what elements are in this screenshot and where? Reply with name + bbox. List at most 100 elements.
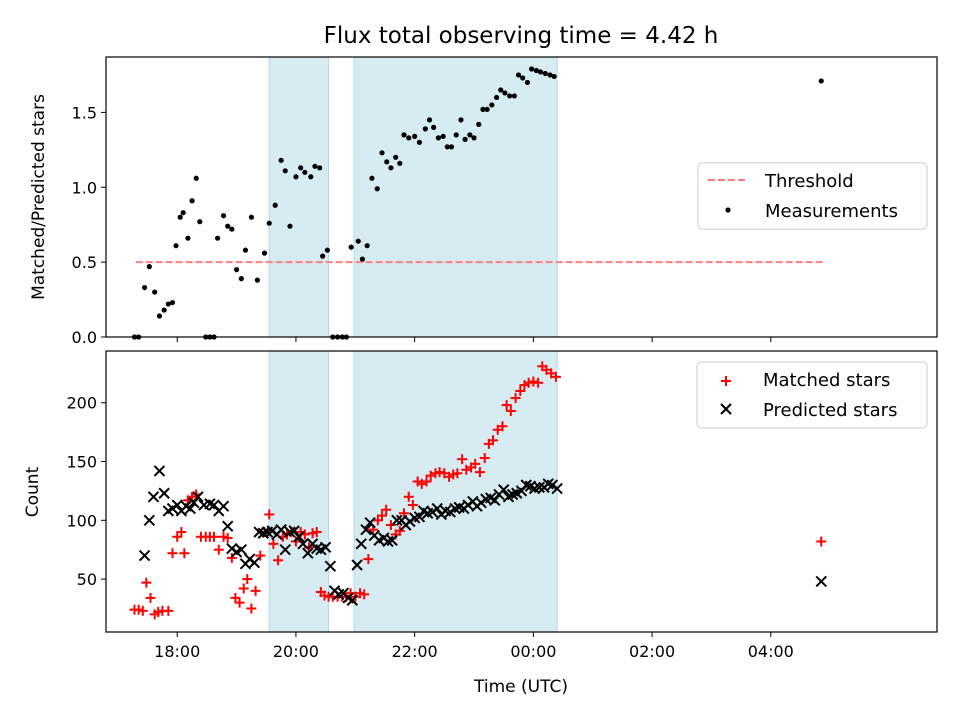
- matched-stars-point: [363, 554, 374, 565]
- matched-stars-point: [403, 491, 414, 502]
- predicted-stars-point: [279, 543, 291, 556]
- measurements-point: [416, 139, 423, 145]
- bottom-x-ticks: 18:00 20:00 22:00 00:00 02:00 04:00: [154, 632, 794, 661]
- matched-stars-point: [479, 452, 490, 463]
- predicted-stars-point: [533, 481, 546, 494]
- y-tick-label: 150: [66, 453, 97, 472]
- matched-stars-point: [523, 377, 534, 388]
- matched-stars-point: [550, 371, 561, 382]
- top-legend-box: [697, 162, 928, 230]
- predicted-stars-point: [324, 560, 337, 572]
- predicted-stars-point: [248, 556, 261, 569]
- measurements-point: [169, 299, 176, 306]
- measurements-point: [537, 69, 544, 75]
- measurements-point: [165, 301, 171, 307]
- predicted-stars-point: [431, 502, 443, 515]
- top-x-ticks: [176, 337, 772, 342]
- measurements-point: [435, 135, 441, 141]
- measurements-point: [374, 186, 380, 192]
- x-tick-label: 22:00: [392, 642, 438, 661]
- measurements-point: [355, 238, 361, 244]
- measurements-point: [467, 132, 473, 138]
- measurements-point: [384, 159, 390, 165]
- matched-stars-point: [167, 548, 178, 559]
- measurements-point: [287, 223, 293, 229]
- matched-stars-point: [213, 544, 224, 555]
- matched-stars-point: [179, 548, 190, 559]
- predicted-stars-point: [815, 575, 827, 588]
- x-tick-label: 18:00: [154, 642, 200, 661]
- predicted-stars-point: [364, 516, 376, 529]
- matched-stars-point: [533, 377, 544, 388]
- measurements-point: [348, 244, 354, 250]
- measurements-legend-label: Measurements: [765, 201, 898, 222]
- bottom-y-axis-label: Count: [23, 466, 43, 517]
- matched-stars-point: [290, 536, 301, 547]
- matched-stars-point: [242, 574, 253, 585]
- measurements-point: [547, 72, 553, 78]
- top-plot-area: [131, 66, 825, 340]
- y-tick-label: 1.5: [72, 103, 97, 122]
- measurements-point: [412, 133, 418, 139]
- measurements-point: [302, 169, 308, 175]
- measurements-point: [185, 235, 191, 241]
- matched-stars-point: [497, 421, 508, 432]
- measurements-point: [278, 157, 284, 163]
- y-tick-label: 100: [66, 511, 97, 530]
- measurements-point: [141, 284, 148, 291]
- measurements-point: [312, 163, 318, 169]
- predicted-stars-point: [188, 496, 200, 509]
- measurements-point: [397, 160, 403, 166]
- matched-stars-point: [264, 509, 275, 520]
- y-tick-label: 200: [66, 394, 97, 413]
- matched-stars-point: [268, 538, 279, 549]
- y-tick-label: 1.0: [72, 178, 97, 197]
- top-shaded-intervals: [268, 56, 558, 338]
- top-y-axis-label: Matched/Predicted stars: [29, 94, 49, 300]
- figure-title: Flux total observing time = 4.42 h: [324, 23, 719, 49]
- predicted-stars-point: [153, 465, 166, 477]
- matched-stars-point: [385, 520, 396, 531]
- measurements-point: [480, 106, 486, 113]
- predicted-stars-point: [391, 514, 403, 527]
- matched-stars-point: [163, 605, 174, 616]
- matched-stars-point: [505, 405, 516, 416]
- measurements-point: [177, 214, 183, 220]
- measurements-point: [533, 67, 539, 74]
- measurements-point: [422, 126, 428, 132]
- shaded-interval-2: [353, 56, 558, 338]
- matched-stars-legend-swatch: [721, 376, 731, 386]
- x-tick-label: 04:00: [748, 642, 794, 661]
- measurements-point: [225, 223, 231, 229]
- matched-stars-point: [222, 532, 233, 543]
- matched-stars-legend-label: Matched stars: [763, 370, 890, 391]
- measurements-point: [189, 198, 195, 204]
- measurements-point: [242, 247, 249, 253]
- measurements-point: [282, 168, 288, 174]
- x-axis-label: Time (UTC): [473, 677, 568, 697]
- predicted-stars-point: [497, 484, 510, 496]
- shaded-interval-2: [353, 350, 558, 633]
- measurements-point: [498, 87, 504, 93]
- matched-stars-point: [528, 376, 539, 387]
- predicted-stars-point: [147, 491, 160, 503]
- predicted-stars-point: [413, 511, 426, 523]
- predicted-stars-point: [192, 491, 204, 503]
- y-tick-label: 50: [77, 570, 97, 589]
- measurements-point: [476, 121, 482, 127]
- predicted-stars-point: [184, 502, 196, 515]
- predicted-stars-point: [221, 520, 234, 532]
- top-axes-frame: [105, 56, 938, 338]
- measurements-point: [193, 175, 199, 181]
- bottom-plot-area: [129, 361, 827, 620]
- measurements-point: [364, 243, 370, 249]
- matched-stars-point: [434, 467, 445, 478]
- top-panel: 0.0 0.5 1.0 1.5 Matched/Predicted stars Thr…: [29, 56, 938, 347]
- measurements-point: [369, 175, 375, 181]
- matched-stars-point: [141, 577, 152, 588]
- measurements-point: [229, 226, 235, 232]
- shaded-interval-1: [268, 56, 330, 338]
- matched-stars-point: [246, 603, 257, 614]
- measurements-point: [152, 289, 158, 295]
